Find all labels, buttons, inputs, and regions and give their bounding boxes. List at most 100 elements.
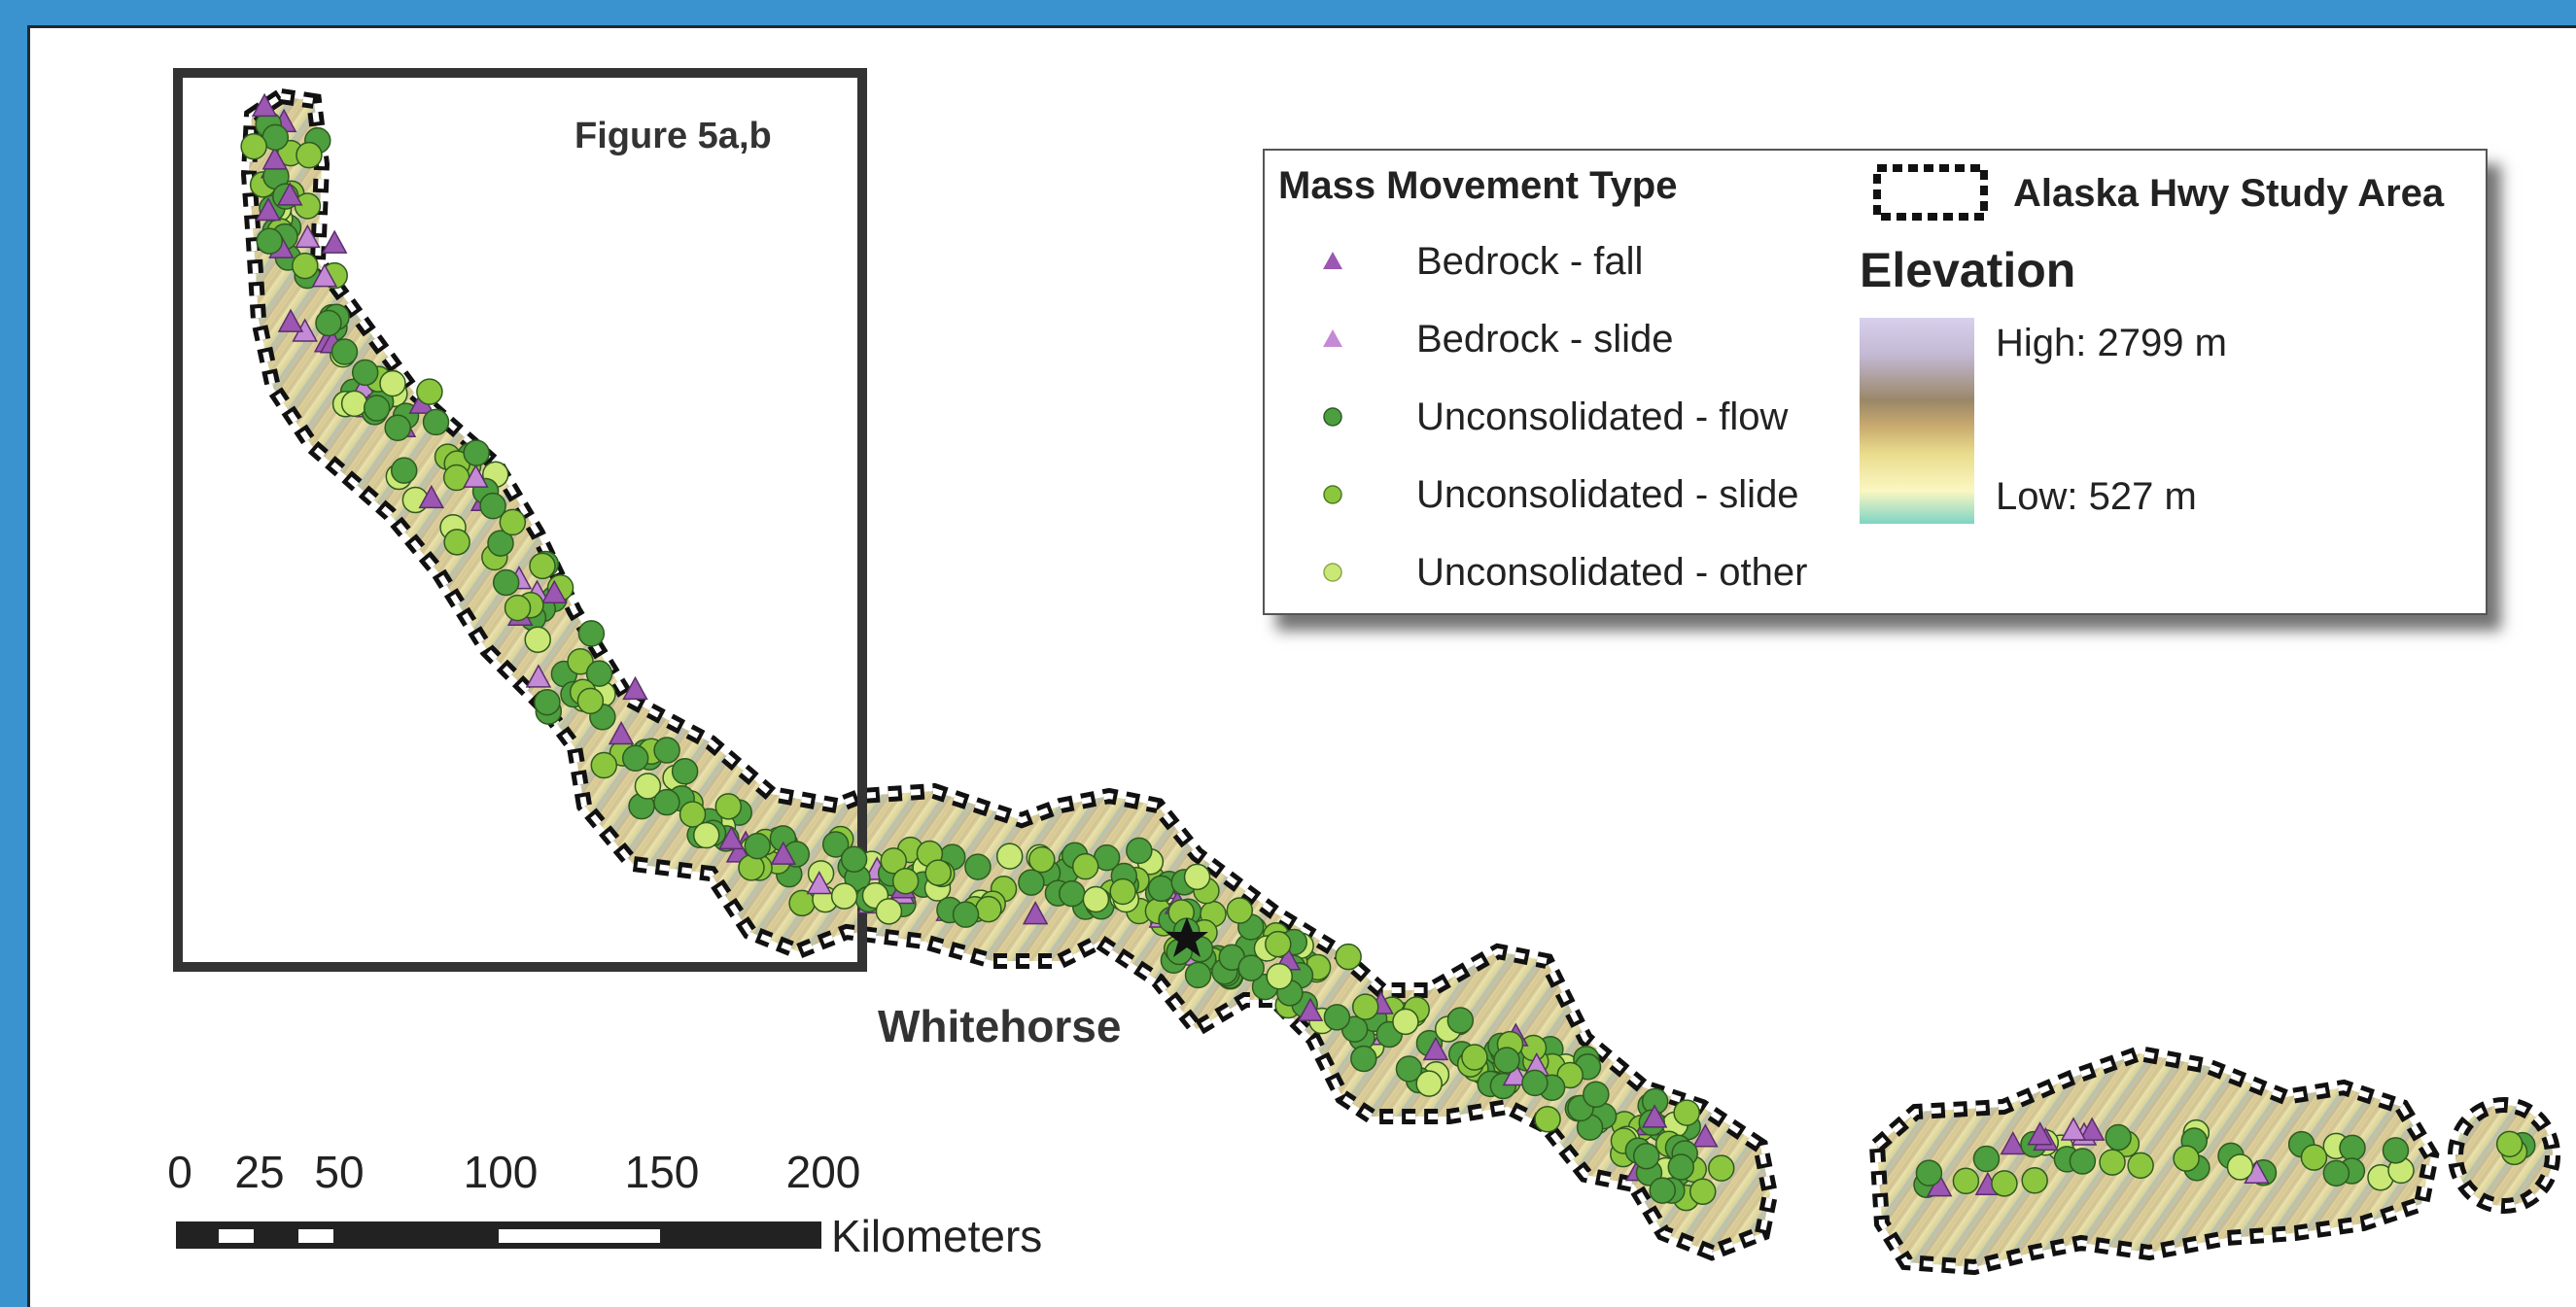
scale-tick: 0 [167, 1147, 192, 1197]
landslide-point [1972, 1145, 2001, 1173]
landslide-point [541, 579, 568, 603]
legend-item-bedrock-fall: Bedrock - fall [1265, 240, 1848, 298]
triangle-icon [1323, 329, 1342, 347]
landslide-point [487, 530, 514, 557]
landslide-point [321, 229, 348, 254]
landslide-point [576, 687, 605, 715]
circle-icon [1323, 563, 1342, 582]
landslide-point [1952, 1167, 1980, 1195]
landslide-point [1915, 1159, 1943, 1187]
legend-item-label: Unconsolidated - other [1416, 551, 1808, 594]
map-canvas [173, 68, 2560, 1276]
landslide-point [311, 263, 338, 288]
landslide-point [1350, 1045, 1377, 1073]
landslide-point [251, 92, 278, 118]
landslide-point [384, 414, 411, 442]
landslide-point [621, 744, 649, 773]
landslide-point [1297, 997, 1324, 1021]
landslide-point [608, 720, 635, 745]
landslide-point [821, 831, 850, 858]
landslide-point [995, 843, 1024, 870]
landslide-point [1707, 1154, 1735, 1182]
elevation-title: Elevation [1860, 243, 2076, 297]
landslide-point [1184, 961, 1212, 989]
landslide-point [2060, 1117, 2087, 1141]
landslide-point [240, 132, 267, 160]
landslide-point [390, 457, 418, 484]
landslide-point [634, 773, 662, 800]
landslide-point [653, 788, 680, 816]
landslide-point [1641, 1104, 1668, 1128]
legend-item-label: Bedrock - slide [1416, 318, 1674, 361]
landslide-point [422, 408, 450, 436]
landslide-point [1265, 930, 1292, 958]
landslide-point [524, 626, 551, 654]
landslide-point [1323, 1004, 1351, 1031]
landslide-point [315, 309, 342, 337]
landslide-point [1583, 1081, 1610, 1109]
landslide-point [1632, 1142, 1660, 1170]
landslide-point [504, 594, 532, 622]
landslide-point [525, 664, 552, 688]
landslide-point [1109, 877, 1136, 906]
legend-item-unconsolidated-other: Unconsolidated - other [1265, 551, 1848, 609]
landslide-point [1082, 885, 1110, 913]
landslide-point [1422, 1036, 1449, 1061]
landslide-points [240, 92, 2536, 1212]
elevation-high-label: High: 2799 m [1996, 322, 2227, 364]
landslide-point [261, 146, 288, 170]
landslide-point [1534, 1105, 1561, 1133]
landslide-point [1415, 1070, 1443, 1097]
landslide-point [2105, 1123, 2132, 1152]
landslide-point [1688, 1178, 1717, 1206]
landslide-point [418, 484, 445, 509]
landslide-point [1446, 1007, 1475, 1034]
landslide-point [2339, 1134, 2366, 1162]
study-area-swatch [1873, 164, 1988, 221]
landslide-point [924, 859, 952, 886]
landslide-point [363, 395, 391, 422]
landslide-point [1266, 962, 1293, 990]
landslide-point [622, 675, 648, 701]
legend-item-bedrock-slide: Bedrock - slide [1265, 318, 1848, 376]
elevation-low-label: Low: 527 m [1996, 475, 2197, 518]
landslide-point [1147, 875, 1175, 903]
landslide-point [2322, 1159, 2350, 1187]
landslide-point [1991, 1170, 2018, 1197]
landslide-point [1018, 869, 1045, 896]
scale-tick: 100 [463, 1147, 539, 1197]
legend-title: Mass Movement Type [1278, 164, 1678, 207]
landslide-point [296, 141, 323, 169]
legend-item-label: Unconsolidated - flow [1416, 396, 1789, 438]
landslide-point [255, 196, 282, 222]
landslide-point [2021, 1167, 2048, 1194]
landslide-point [1126, 837, 1153, 865]
landslide-point [770, 841, 797, 865]
scale-tick: 150 [624, 1147, 700, 1197]
landslide-point [718, 825, 745, 850]
landslide-point [351, 359, 379, 387]
landslide-point [1226, 897, 1254, 924]
landslide-point [463, 439, 490, 466]
landslide-point [975, 895, 1002, 923]
legend-item-label: Bedrock - fall [1416, 240, 1644, 283]
city-label: Whitehorse [878, 1001, 1122, 1051]
legend-item-unconsolidated-flow: Unconsolidated - flow [1265, 396, 1848, 454]
landslide-point [2173, 1145, 2200, 1172]
inset-label: Figure 5a,b [574, 116, 772, 156]
landslide-point [1395, 1055, 1423, 1083]
landslide-point [1335, 943, 1362, 971]
landslide-point [585, 660, 613, 687]
landslide-point [806, 870, 833, 895]
landslide-point [891, 867, 920, 895]
landslide-point [1071, 852, 1099, 880]
landslide-point [1692, 1123, 1719, 1148]
elevation-ramp [1860, 318, 1974, 524]
landslide-point [416, 378, 443, 405]
whitehorse-marker [1166, 917, 1208, 957]
landslide-point [2000, 1130, 2027, 1155]
landslide-point [1461, 1044, 1488, 1071]
landslide-point [830, 882, 858, 910]
landslide-point [1673, 1099, 1700, 1126]
landslide-point [2027, 1121, 2053, 1146]
